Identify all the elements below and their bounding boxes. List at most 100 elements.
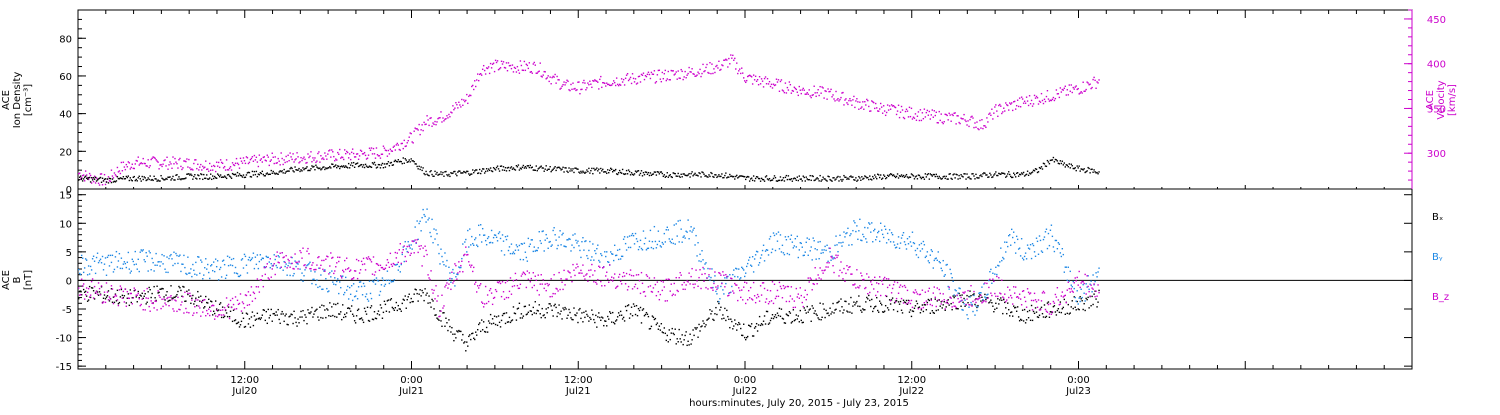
bx-point	[121, 289, 122, 290]
velocity-point	[897, 110, 898, 111]
bx-point	[710, 313, 711, 314]
bx-point	[713, 320, 714, 321]
velocity-point	[637, 82, 638, 83]
velocity-point	[940, 120, 941, 121]
velocity-point	[272, 153, 273, 154]
bx-point	[1006, 313, 1007, 314]
bz-point	[164, 302, 165, 303]
bx-point	[452, 334, 453, 335]
velocity-point	[292, 153, 293, 154]
bz-point	[596, 283, 597, 284]
velocity-point	[673, 70, 674, 71]
bz-point	[184, 292, 185, 293]
bx-point	[1013, 305, 1014, 306]
by-point	[503, 241, 504, 242]
bz-point	[135, 289, 136, 290]
velocity-point	[303, 156, 304, 157]
density-point	[413, 161, 414, 162]
velocity-point	[553, 76, 554, 77]
velocity-point	[489, 73, 490, 74]
bz-point	[359, 272, 360, 273]
bx-point	[424, 288, 425, 289]
bx-point	[963, 298, 964, 299]
bx-point	[608, 318, 609, 319]
velocity-point	[712, 73, 713, 74]
bz-point	[402, 252, 403, 253]
by-point	[672, 239, 673, 240]
velocity-point	[835, 91, 836, 92]
by-point	[360, 281, 361, 282]
bx-point	[291, 314, 292, 315]
bx-point	[446, 322, 447, 323]
density-point	[949, 173, 950, 174]
density-point	[425, 171, 426, 172]
bx-point	[499, 322, 500, 323]
bx-point	[590, 319, 591, 320]
by-point	[488, 236, 489, 237]
density-point	[720, 176, 721, 177]
by-point	[867, 227, 868, 228]
by-point	[846, 232, 847, 233]
density-point	[476, 169, 477, 170]
bz-point	[198, 305, 199, 306]
bz-point	[343, 271, 344, 272]
density-point	[78, 179, 79, 180]
bz-point	[667, 300, 668, 301]
bz-point	[455, 265, 456, 266]
density-point	[821, 179, 822, 180]
velocity-point	[279, 164, 280, 165]
bx-point	[283, 321, 284, 322]
bz-point	[387, 259, 388, 260]
density-point	[1079, 170, 1080, 171]
density-point	[271, 170, 272, 171]
by-point	[643, 230, 644, 231]
bx-point	[729, 327, 730, 328]
velocity-point	[910, 116, 911, 117]
by-point	[917, 248, 918, 249]
bx-point	[773, 318, 774, 319]
by-point	[990, 269, 991, 270]
bx-point	[671, 332, 672, 333]
by-point	[211, 264, 212, 265]
by-point	[644, 243, 645, 244]
bx-point	[148, 287, 149, 288]
bx-point	[413, 293, 414, 294]
velocity-point	[244, 160, 245, 161]
bx-point	[419, 289, 420, 290]
density-point	[146, 179, 147, 180]
by-point	[882, 234, 883, 235]
by-point	[120, 268, 121, 269]
by-point	[628, 247, 629, 248]
density-point	[324, 169, 325, 170]
density-point	[1059, 163, 1060, 164]
density-point	[174, 179, 175, 180]
velocity-point	[926, 112, 927, 113]
by-point	[90, 266, 91, 267]
by-point	[242, 258, 243, 259]
by-point	[375, 283, 376, 284]
density-point	[658, 171, 659, 172]
bz-point	[610, 279, 611, 280]
bz-point	[153, 307, 154, 308]
velocity-point	[606, 82, 607, 83]
by-point	[365, 296, 366, 297]
by-point	[869, 223, 870, 224]
bz-point	[653, 287, 654, 288]
density-point	[347, 167, 348, 168]
by-point	[421, 217, 422, 218]
bx-point	[241, 321, 242, 322]
density-point	[959, 178, 960, 179]
bx-point	[481, 319, 482, 320]
by-point	[284, 266, 285, 267]
bottom-panel-frame	[78, 189, 1412, 369]
density-point	[552, 169, 553, 170]
density-point	[1076, 170, 1077, 171]
by-point	[989, 271, 990, 272]
by-point	[286, 274, 287, 275]
by-point	[504, 254, 505, 255]
velocity-point	[406, 145, 407, 146]
by-point	[95, 273, 96, 274]
velocity-point	[728, 58, 729, 59]
velocity-point	[1018, 106, 1019, 107]
by-point	[468, 246, 469, 247]
